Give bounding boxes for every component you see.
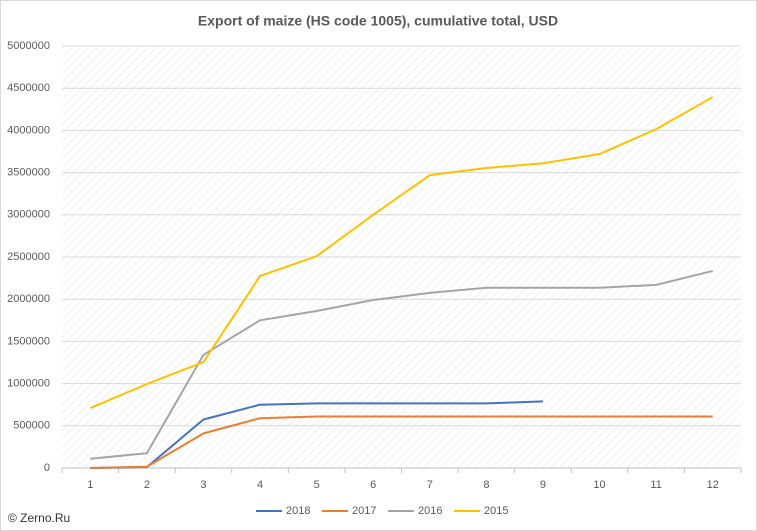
y-tick-label: 5000000 xyxy=(7,40,50,52)
footer: © Zerno.Ru xyxy=(8,511,70,525)
series-line xyxy=(90,269,713,460)
x-tick-label: 6 xyxy=(370,479,376,491)
legend-label: 2017 xyxy=(352,505,376,517)
x-tick-label: 7 xyxy=(427,479,433,491)
y-tick-label: 2000000 xyxy=(7,293,50,305)
y-tick-label: 0 xyxy=(44,462,50,474)
x-tick-label: 4 xyxy=(257,479,263,491)
y-tick-label: 4500000 xyxy=(7,82,50,94)
x-tick-label: 3 xyxy=(200,479,206,491)
legend-label: 2018 xyxy=(286,505,310,517)
y-tick-label: 3500000 xyxy=(7,167,50,179)
x-tick-label: 12 xyxy=(707,479,719,491)
legend-label: 2015 xyxy=(484,505,508,517)
x-tick-label: 10 xyxy=(593,479,605,491)
x-tick-label: 5 xyxy=(314,479,320,491)
y-tick-label: 3000000 xyxy=(7,209,50,221)
y-tick-label: 500000 xyxy=(13,420,50,432)
x-tick-label: 11 xyxy=(650,479,661,491)
chart-title: Export of maize (HS code 1005), cumulati… xyxy=(198,13,558,29)
series-line xyxy=(90,415,713,469)
y-tick-label: 1000000 xyxy=(7,378,50,390)
x-tick-label: 2 xyxy=(144,479,150,491)
x-tick-label: 8 xyxy=(483,479,489,491)
legend-label: 2016 xyxy=(418,505,442,517)
series-line xyxy=(90,400,543,469)
x-tick-label: 9 xyxy=(540,479,546,491)
x-tick-label: 1 xyxy=(87,479,93,491)
series-line xyxy=(89,96,714,409)
y-tick-label: 1500000 xyxy=(7,335,50,347)
y-tick-label: 2500000 xyxy=(7,251,50,263)
y-tick-label: 4000000 xyxy=(7,124,50,136)
